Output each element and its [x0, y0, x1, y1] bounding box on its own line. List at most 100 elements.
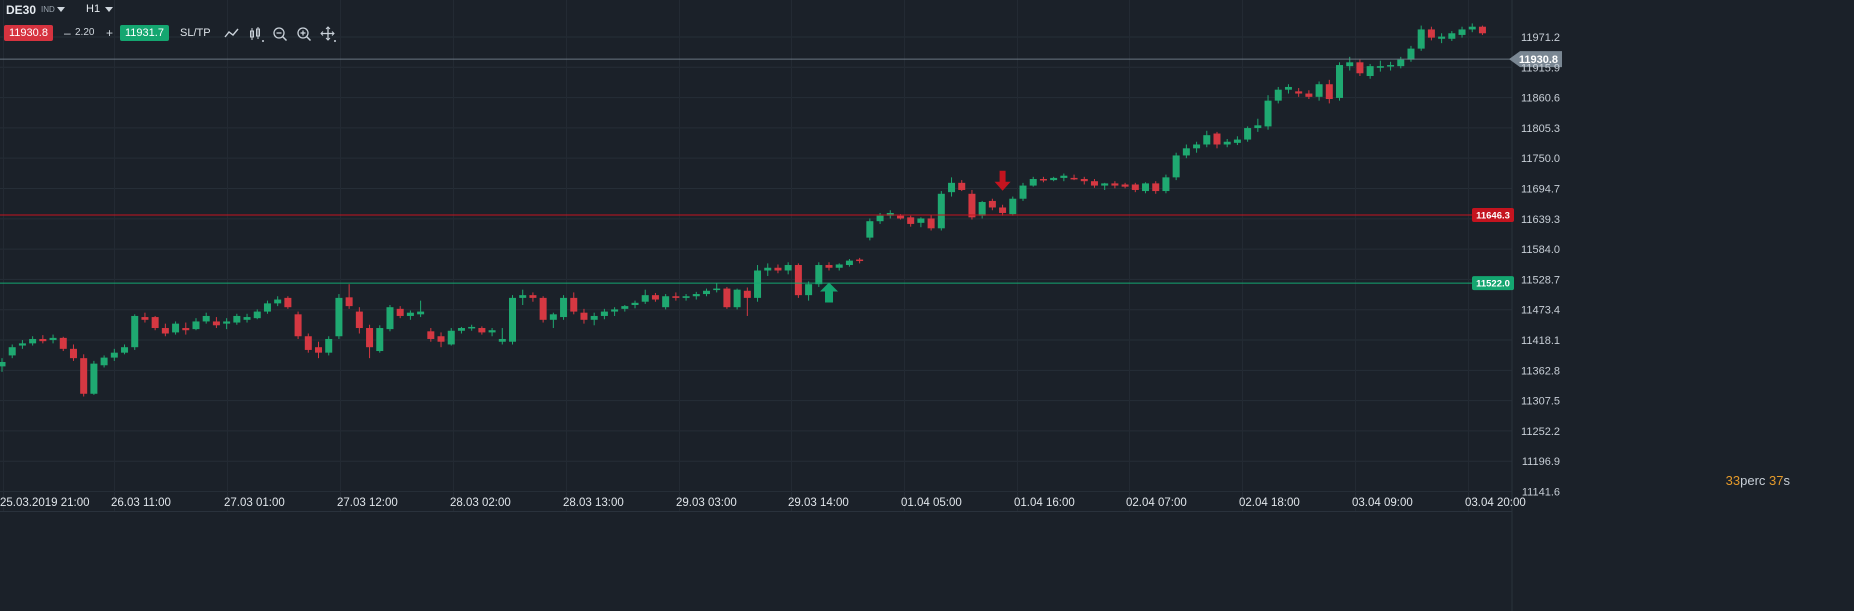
candle-body [376, 328, 384, 352]
price-lines: 11930.8 11646.3 11522.0 [0, 51, 1562, 291]
candle-body [1070, 177, 1078, 180]
candle-body [835, 264, 843, 268]
candle-body [927, 218, 935, 229]
candle-body [1438, 36, 1446, 39]
y-tick-label: 11860.6 [1521, 93, 1560, 105]
candle-body [1182, 148, 1190, 156]
x-tick-label: 01.04 16:00 [1014, 497, 1075, 509]
y-tick-label: 11528.7 [1521, 274, 1560, 286]
y-tick-label: 11639.3 [1521, 214, 1560, 226]
candle-body [539, 297, 547, 320]
candle-body [315, 347, 323, 353]
candle-body [151, 317, 159, 329]
sltp-button[interactable]: SL/TP [180, 27, 211, 39]
candle-body [131, 315, 139, 348]
countdown-seconds: 37 [1769, 473, 1784, 488]
x-tick-label: 29.03 03:00 [676, 497, 737, 509]
candle-body [355, 311, 363, 329]
y-tick-label: 11196.9 [1522, 456, 1560, 468]
zoom-in-icon[interactable] [296, 26, 312, 42]
chevron-down-icon [105, 6, 114, 12]
candle-body [1039, 179, 1047, 181]
candle-body [1336, 65, 1344, 98]
level-price-tag[interactable] [1472, 207, 1514, 222]
candle-body [1254, 125, 1262, 129]
candle-body [509, 297, 516, 342]
trade-signals [820, 170, 1011, 303]
candle-body [233, 315, 241, 323]
sell-price-button[interactable]: 11930.8 [4, 25, 53, 41]
candle-body [1244, 128, 1252, 140]
candles-icon[interactable] [248, 26, 264, 42]
candle-body [386, 307, 394, 330]
candle-body [1427, 29, 1435, 38]
candle-body [406, 312, 414, 316]
candle-body [8, 347, 16, 356]
candle-body [1325, 84, 1333, 100]
x-tick-label: 27.03 12:00 [337, 497, 398, 509]
line-chart-icon[interactable] [224, 26, 240, 42]
timeframe-label: H1 [86, 3, 101, 15]
candle-body [662, 296, 670, 308]
candle-body [1458, 29, 1466, 35]
candle-body [1295, 91, 1303, 94]
y-tick-label: 11307.5 [1521, 396, 1560, 408]
crosshair-icon[interactable] [320, 26, 336, 42]
countdown-minutes: 33 [1725, 473, 1741, 488]
candle-body [774, 267, 782, 271]
x-tick-label: 02.04 18:00 [1239, 497, 1300, 509]
candle-body [754, 270, 762, 298]
candle-body [274, 299, 282, 304]
candle-body [1080, 179, 1088, 182]
decrease-volume-button[interactable]: – [64, 26, 71, 40]
current-price-tag [1509, 51, 1562, 68]
x-tick-label: 28.03 02:00 [450, 497, 511, 509]
candle-body [529, 295, 537, 298]
x-tick-label: 02.04 07:00 [1126, 497, 1187, 509]
candle-body [1284, 86, 1292, 90]
symbol-label[interactable]: DE30 [6, 3, 37, 17]
candle-body [1478, 26, 1486, 34]
time-axis[interactable]: 25.03.2019 21:00 26.03 11:00 27.03 01:00 27… [0, 497, 1526, 509]
buy-price-button[interactable]: 11931.7 [120, 25, 169, 41]
candle-body [917, 218, 925, 223]
level-price-label: 11522.0 [1476, 279, 1510, 290]
candle-body [59, 337, 67, 349]
symbol-dropdown[interactable] [52, 3, 65, 15]
candle-body [325, 338, 333, 353]
candle-body [212, 321, 220, 326]
candle-body [110, 352, 118, 358]
timeframe-dropdown[interactable]: H1 [86, 3, 114, 15]
level-price-tag[interactable] [1472, 276, 1514, 291]
x-tick-label: 25.03.2019 21:00 [0, 497, 90, 509]
candle-body [999, 207, 1007, 213]
y-tick-label: 11473.4 [1521, 305, 1560, 317]
candle-body [243, 317, 251, 320]
candle-body [641, 295, 649, 302]
candle-body [1193, 144, 1201, 149]
candle-body [100, 357, 108, 366]
candle-body [611, 309, 619, 312]
candle-body [335, 297, 343, 337]
candle-body [1366, 66, 1374, 77]
zoom-out-icon[interactable] [272, 26, 288, 42]
price-axis[interactable]: 11971.2 11915.9 11860.6 11805.3 11750.0 11694… [1521, 32, 1560, 499]
candle-body [896, 215, 904, 219]
candle-body [1101, 183, 1109, 186]
x-tick-label: 03.04 09:00 [1352, 497, 1413, 509]
candle-body [1121, 184, 1129, 187]
level-price-label: 11646.3 [1476, 210, 1510, 221]
candle-body [49, 337, 57, 341]
candle-body [1009, 198, 1017, 215]
candle-body [437, 336, 445, 342]
candle-body [682, 296, 690, 298]
y-tick-label: 11362.8 [1521, 365, 1560, 377]
candle-body [702, 290, 710, 295]
increase-volume-button[interactable]: + [106, 26, 114, 40]
candle-body [1203, 135, 1211, 145]
candle-body [29, 338, 37, 344]
candle-body [590, 315, 598, 320]
current-price-label: 11930.8 [1519, 54, 1558, 66]
candle-body [202, 315, 210, 322]
